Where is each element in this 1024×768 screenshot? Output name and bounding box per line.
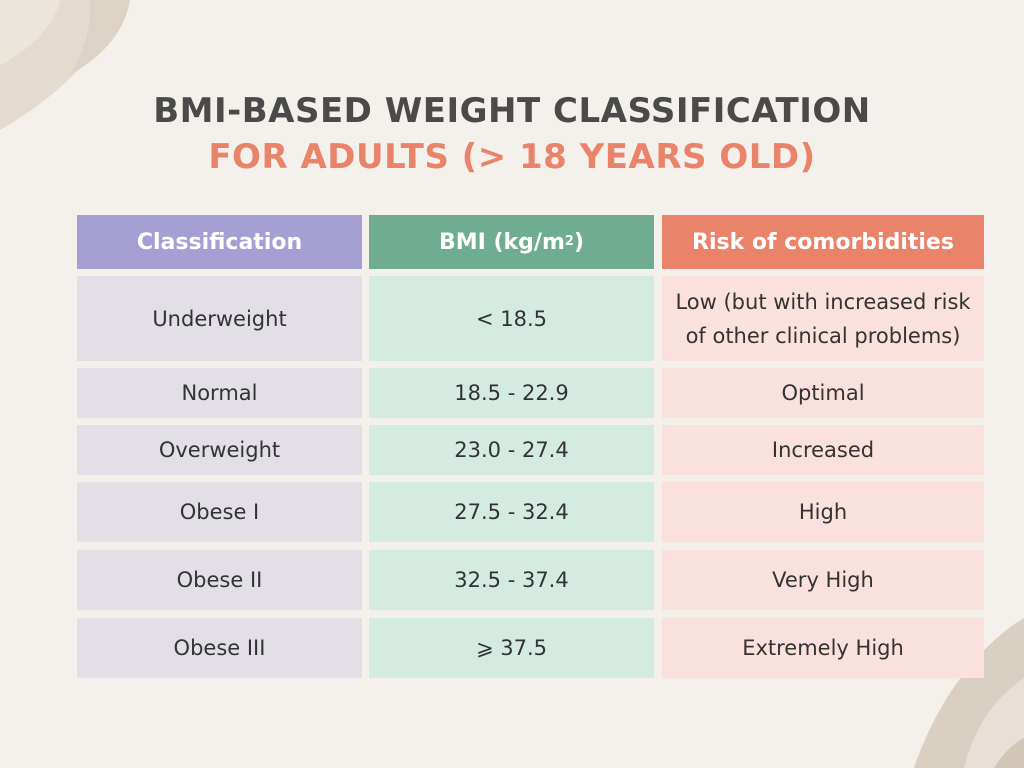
cell-risk: Low (but with increased risk of other cl…: [662, 276, 984, 361]
header-classification: Classification: [77, 215, 362, 269]
cell-bmi: ⩾ 37.5: [369, 618, 654, 678]
cell-risk: Extremely High: [662, 618, 984, 678]
cell-bmi: 23.0 - 27.4: [369, 425, 654, 475]
cell-risk: Increased: [662, 425, 984, 475]
cell-risk: High: [662, 482, 984, 542]
header-bmi-close: ): [573, 229, 584, 255]
cell-classification: Overweight: [77, 425, 362, 475]
cell-classification: Obese III: [77, 618, 362, 678]
header-bmi-label: BMI (kg/m: [438, 229, 565, 255]
cell-classification: Obese II: [77, 550, 362, 610]
header-risk: Risk of comorbidities: [662, 215, 984, 269]
cell-classification: Underweight: [77, 276, 362, 361]
header-bmi: BMI (kg/m 2): [369, 215, 654, 269]
title-line-2: FOR ADULTS (> 18 YEARS OLD): [208, 137, 816, 177]
cell-classification: Obese I: [77, 482, 362, 542]
cell-bmi: < 18.5: [369, 276, 654, 361]
cell-classification: Normal: [77, 368, 362, 418]
cell-risk: Optimal: [662, 368, 984, 418]
cell-bmi: 27.5 - 32.4: [369, 482, 654, 542]
cell-bmi: 32.5 - 37.4: [369, 550, 654, 610]
cell-bmi: 18.5 - 22.9: [369, 368, 654, 418]
page-title: BMI-BASED WEIGHT CLASSIFICATION FOR ADUL…: [0, 88, 1024, 180]
leaf-decoration-bottom-right: [914, 618, 1024, 768]
cell-risk: Very High: [662, 550, 984, 610]
title-line-1: BMI-BASED WEIGHT CLASSIFICATION: [153, 91, 871, 131]
